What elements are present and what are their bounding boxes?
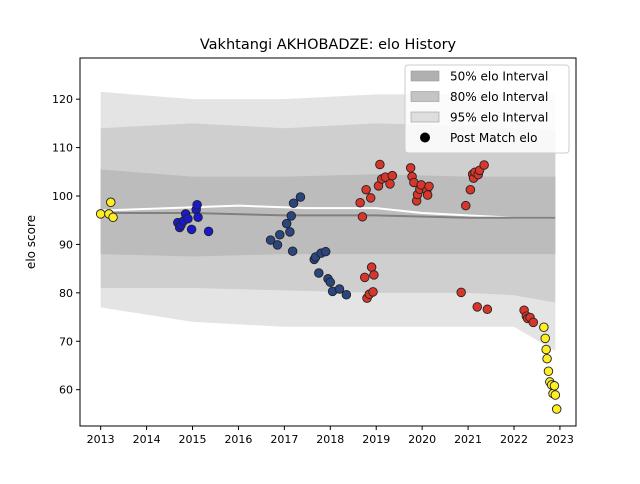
data-point xyxy=(540,333,550,344)
data-point xyxy=(405,163,416,173)
data-point xyxy=(543,366,554,377)
x-tick-label: 2021 xyxy=(454,433,482,446)
y-tick-label: 110 xyxy=(52,142,73,155)
data-point xyxy=(551,404,562,414)
legend-swatch xyxy=(410,70,440,82)
data-point xyxy=(542,353,552,364)
x-tick-label: 2020 xyxy=(408,433,436,446)
y-tick-label: 90 xyxy=(59,238,73,251)
x-axis: 2013 2014 2015 2016 2017 2018 2019 2020 2021 2022… xyxy=(87,426,574,446)
data-point xyxy=(482,304,493,315)
data-point xyxy=(275,229,285,240)
data-point xyxy=(95,209,106,219)
x-tick-label: 2013 xyxy=(87,433,115,446)
data-point xyxy=(320,246,331,257)
chart-title: Vakhtangi AKHOBADZE: elo History xyxy=(200,37,457,53)
legend-label: Post Match elo xyxy=(450,131,537,145)
x-tick-label: 2014 xyxy=(133,433,161,446)
y-tick-label: 60 xyxy=(59,384,73,397)
data-point xyxy=(106,197,116,208)
data-point xyxy=(550,390,561,400)
data-point xyxy=(286,211,297,221)
data-point xyxy=(192,199,202,210)
data-point xyxy=(465,184,476,195)
data-point xyxy=(355,198,365,208)
data-point xyxy=(539,322,549,332)
data-point xyxy=(272,240,283,250)
x-tick-label: 2015 xyxy=(179,433,207,446)
data-point xyxy=(281,218,292,229)
axes-frame xyxy=(79,57,577,427)
data-point xyxy=(193,212,203,223)
legend-swatch xyxy=(410,111,440,123)
x-tick-label: 2017 xyxy=(270,433,298,446)
y-axis: 60 70 80 90 100 110 120 xyxy=(52,93,80,397)
data-point xyxy=(325,277,336,287)
data-point xyxy=(341,290,352,300)
y-axis-label: elo score xyxy=(24,215,38,269)
legend-label: 95% elo Interval xyxy=(450,111,548,125)
data-point xyxy=(424,181,434,192)
legend: 50% elo Interval 80% elo Interval 95% elo … xyxy=(404,64,570,154)
mean-line-1 xyxy=(100,211,556,219)
legend-label: 50% elo Interval xyxy=(450,70,548,84)
y-tick-label: 100 xyxy=(52,190,73,203)
legend-label: 80% elo Interval xyxy=(450,90,548,104)
legend-marker xyxy=(420,132,430,143)
data-point xyxy=(357,212,368,222)
data-point xyxy=(472,302,483,312)
data-point xyxy=(549,381,560,391)
data-point xyxy=(528,317,539,328)
x-tick-label: 2023 xyxy=(546,433,574,446)
data-point xyxy=(541,344,551,355)
x-tick-label: 2016 xyxy=(224,433,252,446)
y-tick-label: 70 xyxy=(59,335,73,348)
data-point xyxy=(285,227,295,237)
y-tick-label: 80 xyxy=(59,287,73,300)
data-point xyxy=(365,193,376,203)
data-point xyxy=(295,192,306,202)
data-point xyxy=(203,226,214,237)
data-point xyxy=(265,235,276,245)
x-tick-label: 2022 xyxy=(500,433,528,446)
data-point xyxy=(366,262,377,272)
data-point xyxy=(456,287,466,298)
data-point xyxy=(387,170,398,181)
data-point xyxy=(369,270,379,280)
data-point xyxy=(361,184,371,195)
data-point xyxy=(186,224,197,235)
data-point xyxy=(385,179,395,189)
plot-area xyxy=(95,91,562,414)
data-point xyxy=(334,284,345,294)
data-point xyxy=(287,246,298,256)
y-tick-label: 120 xyxy=(52,93,73,106)
interval-50-band xyxy=(100,169,556,257)
data-point xyxy=(368,287,378,297)
legend-box xyxy=(404,64,570,154)
data-point xyxy=(108,212,118,223)
data-point xyxy=(422,190,433,200)
data-point xyxy=(359,272,370,283)
data-point xyxy=(461,200,471,211)
data-point xyxy=(314,268,324,278)
x-tick-label: 2018 xyxy=(316,433,344,446)
data-point xyxy=(288,198,299,209)
data-point xyxy=(375,159,385,170)
legend-swatch xyxy=(410,91,440,102)
data-point xyxy=(479,160,489,170)
x-tick-label: 2019 xyxy=(362,433,390,446)
data-point xyxy=(183,214,193,224)
